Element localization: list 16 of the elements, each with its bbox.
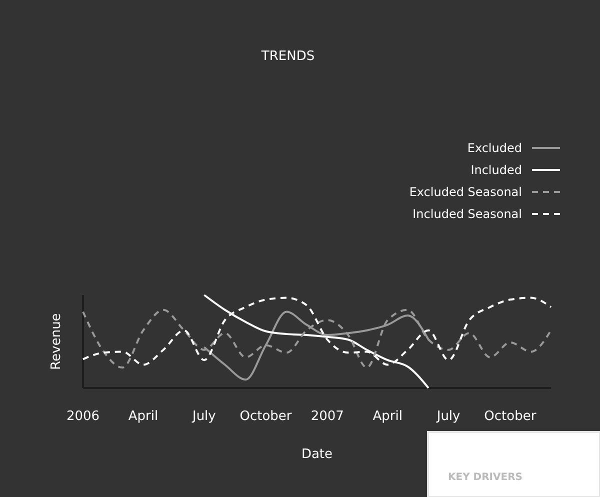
- x-axis-title: Date: [301, 447, 333, 462]
- legend-label: Included: [470, 163, 522, 177]
- chart-title: TRENDS: [260, 49, 315, 64]
- x-tick-label: 2006: [66, 409, 100, 424]
- x-tick-label: July: [191, 409, 216, 424]
- legend-label: Excluded: [467, 141, 522, 155]
- y-axis-title: Revenue: [49, 313, 64, 370]
- x-tick-label: April: [128, 409, 158, 424]
- x-tick-label: 2007: [310, 409, 344, 424]
- x-tick-label: October: [484, 409, 537, 424]
- x-tick-label: July: [436, 409, 461, 424]
- x-tick-label: April: [372, 409, 402, 424]
- legend-label: Excluded Seasonal: [409, 185, 522, 199]
- x-tick-label: October: [240, 409, 292, 424]
- legend-label: Included Seasonal: [412, 207, 522, 221]
- text: KEY DRIVERS: [448, 472, 522, 483]
